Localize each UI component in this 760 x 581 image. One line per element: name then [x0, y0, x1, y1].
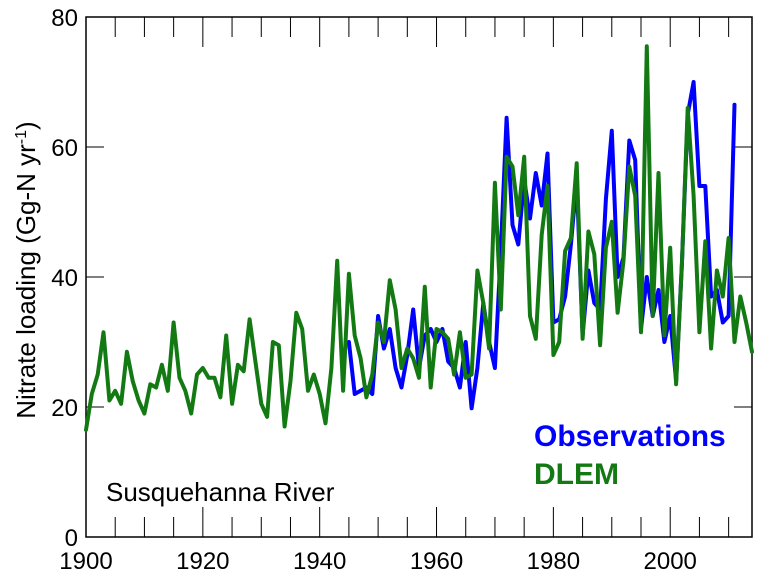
- y-axis-title: Nitrate loading (Gg-N yr-1): [11, 121, 41, 418]
- legend-observations: Observations: [534, 420, 726, 453]
- legend-dlem: DLEM: [534, 458, 619, 491]
- chart-annotation: Susquehanna River: [106, 477, 335, 507]
- x-tick-label: 1920: [176, 548, 229, 575]
- x-axis-ticks: [85, 17, 730, 537]
- series-lines: [84, 44, 754, 432]
- y-tick-label: 0: [65, 525, 78, 552]
- y-tick-label: 60: [51, 135, 78, 162]
- y-axis-title-superscript: -1: [13, 130, 30, 144]
- y-tick-label: 80: [51, 5, 78, 32]
- y-tick-labels: 0 20 40 60 80: [51, 5, 78, 552]
- x-tick-labels: 1900 1920 1940 1960 1980 2000: [59, 548, 697, 575]
- y-tick-label: 40: [51, 265, 78, 292]
- x-tick-label: 1940: [293, 548, 346, 575]
- y-axis-title-close: ): [11, 121, 41, 130]
- series-observations-line: [346, 80, 737, 411]
- x-tick-label: 1960: [410, 548, 463, 575]
- y-tick-label: 20: [51, 395, 78, 422]
- x-tick-label: 1980: [527, 548, 580, 575]
- x-tick-label: 2000: [644, 548, 697, 575]
- x-tick-label: 1900: [59, 548, 112, 575]
- series-dlem-line: [84, 44, 754, 432]
